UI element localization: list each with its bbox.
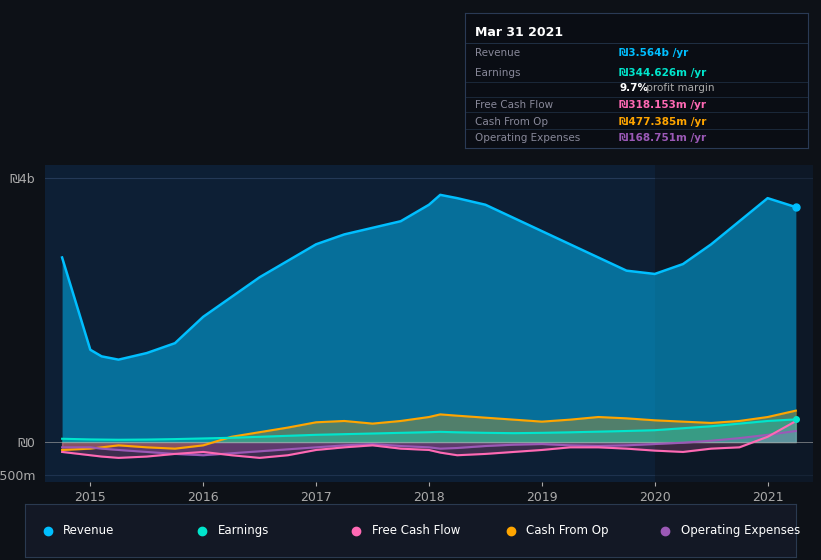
Text: ₪3.564b /yr: ₪3.564b /yr xyxy=(619,48,688,58)
Text: Mar 31 2021: Mar 31 2021 xyxy=(475,26,563,39)
Text: Cash From Op: Cash From Op xyxy=(475,116,548,127)
Text: profit margin: profit margin xyxy=(643,83,714,94)
Text: Free Cash Flow: Free Cash Flow xyxy=(475,100,553,110)
Text: Free Cash Flow: Free Cash Flow xyxy=(372,524,461,537)
Text: Earnings: Earnings xyxy=(218,524,269,537)
Text: 9.7%: 9.7% xyxy=(619,83,648,94)
Text: ₪318.153m /yr: ₪318.153m /yr xyxy=(619,100,706,110)
Bar xyxy=(654,165,813,482)
Text: Revenue: Revenue xyxy=(475,48,521,58)
Text: Earnings: Earnings xyxy=(475,68,521,78)
Text: ₪344.626m /yr: ₪344.626m /yr xyxy=(619,68,706,78)
Text: Revenue: Revenue xyxy=(63,524,115,537)
Text: Operating Expenses: Operating Expenses xyxy=(475,133,580,143)
Text: ₪168.751m /yr: ₪168.751m /yr xyxy=(619,133,706,143)
Text: Cash From Op: Cash From Op xyxy=(526,524,608,537)
Text: ₪477.385m /yr: ₪477.385m /yr xyxy=(619,116,707,127)
Text: Operating Expenses: Operating Expenses xyxy=(681,524,800,537)
